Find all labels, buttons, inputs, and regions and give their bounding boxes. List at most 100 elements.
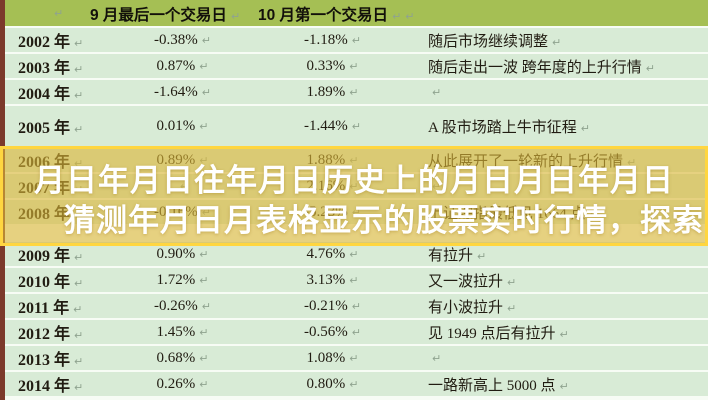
return-mark: ↵: [74, 355, 84, 368]
return-mark: ↵: [74, 37, 84, 50]
year-cell: 2009 年 ↵: [0, 242, 120, 266]
table-row: 2010 年 ↵ 1.72% ↵ 3.13% ↵ 又一波拉升 ↵: [0, 268, 708, 292]
year-label: 2012 年: [18, 326, 71, 343]
oct-value: 1.08%: [306, 349, 346, 366]
return-mark: ↵: [645, 61, 655, 75]
return-mark: ↵: [201, 85, 211, 99]
return-mark: ↵: [199, 325, 209, 339]
sep-value-cell: 1.45% ↵: [120, 324, 245, 341]
return-mark: ↵: [559, 379, 569, 393]
header-sep-column: 9 月最后一个交易日 ↵: [90, 3, 240, 25]
comment-cell: 又一波拉升 ↵: [420, 270, 708, 291]
year-label: 2010 年: [18, 274, 71, 291]
sep-value-cell: -0.38% ↵: [120, 32, 245, 49]
return-mark: ↵: [74, 63, 84, 76]
table-row: 2002 年 ↵ -0.38% ↵ -1.18% ↵ 随后市场继续调整 ↵: [0, 28, 708, 52]
comment-cell: 随后走出一波 跨年度的上升行情 ↵: [420, 56, 708, 77]
return-mark: ↵: [199, 247, 209, 261]
return-mark: ↵: [392, 10, 402, 23]
return-mark: ↵: [74, 277, 84, 290]
return-mark: ↵: [349, 351, 359, 365]
oct-value-cell: 1.08% ↵: [245, 350, 420, 367]
return-mark: ↵: [349, 377, 359, 391]
comment-cell: 有小波拉升 ↵: [420, 296, 708, 317]
return-mark: ↵: [552, 35, 562, 49]
oct-value: -1.44%: [304, 117, 348, 134]
year-label: 2002 年: [18, 34, 71, 51]
table-row: 2005 年 ↵ 0.01% ↵ -1.44% ↵ A 股市场踏上牛市征程 ↵: [0, 106, 708, 146]
sep-value-cell: 0.01% ↵: [120, 118, 245, 135]
return-mark: ↵: [74, 381, 84, 394]
sep-value: 0.90%: [156, 245, 196, 262]
comment-text: 随后走出一波 跨年度的上升行情: [428, 59, 642, 76]
table-row: 2004 年 ↵ -1.64% ↵ 1.89% ↵ ↵: [0, 80, 708, 104]
oct-value: 4.76%: [306, 245, 346, 262]
return-mark: ↵: [351, 119, 361, 133]
oct-value-cell: 4.76% ↵: [245, 246, 420, 263]
oct-value-cell: 3.13% ↵: [245, 272, 420, 289]
comment-text: 有拉升: [428, 247, 474, 264]
return-mark: ↵: [74, 123, 84, 136]
header-sep-label: 9 月最后一个交易日: [90, 7, 227, 24]
oct-value: -0.21%: [304, 297, 348, 314]
return-mark: ↵: [477, 249, 487, 263]
sep-value-cell: -1.64% ↵: [120, 84, 245, 101]
return-mark: ↵: [580, 121, 590, 135]
comment-cell: ↵: [420, 350, 708, 367]
comment-cell: 一路新高上 5000 点 ↵: [420, 374, 708, 395]
table-body: 2002 年 ↵ -0.38% ↵ -1.18% ↵ 随后市场继续调整 ↵ 2003 年 ↵ 0.8…: [0, 28, 708, 398]
return-mark: ↵: [559, 327, 569, 341]
year-label: 2004 年: [18, 86, 71, 103]
oct-value: -0.56%: [304, 323, 348, 340]
year-label: 2014 年: [18, 378, 71, 395]
sep-value: 1.72%: [156, 271, 196, 288]
return-mark: ↵: [201, 33, 211, 47]
comment-cell: 见 1949 点后有拉升 ↵: [420, 322, 708, 343]
year-label: 2003 年: [18, 60, 71, 77]
header-oct-label: 10 月第一个交易日: [258, 7, 389, 24]
return-mark: ↵: [349, 59, 359, 73]
sep-value: 0.87%: [156, 57, 196, 74]
oct-value-cell: 0.33% ↵: [245, 58, 420, 75]
return-mark: ↵: [507, 275, 517, 289]
comment-cell: A 股市场踏上牛市征程 ↵: [420, 116, 708, 137]
return-mark: ↵: [199, 377, 209, 391]
return-mark: ↵: [74, 89, 84, 102]
table-row: 2012 年 ↵ 1.45% ↵ -0.56% ↵ 见 1949 点后有拉升 ↵: [0, 320, 708, 344]
year-cell: 2002 年 ↵: [0, 28, 120, 52]
return-mark: ↵: [54, 7, 64, 20]
sep-value: 0.26%: [156, 375, 196, 392]
comment-cell: 随后市场继续调整 ↵: [420, 30, 708, 51]
return-mark: ↵: [351, 299, 361, 313]
return-mark: ↵: [201, 299, 211, 313]
comment-text: 见 1949 点后有拉升: [428, 325, 556, 342]
return-mark: ↵: [432, 85, 442, 99]
overlay-text-line1: 月日年月日往年月日历史上的月日月日年月日: [34, 163, 674, 198]
table-header-row: ↵ 9 月最后一个交易日 ↵ 10 月第一个交易日 ↵ ↵: [0, 0, 708, 26]
year-cell: 2014 年 ↵: [0, 372, 120, 396]
comment-text: A 股市场踏上牛市征程: [428, 119, 577, 136]
year-cell: 2010 年 ↵: [0, 268, 120, 292]
return-mark: ↵: [199, 119, 209, 133]
oct-value-cell: -1.44% ↵: [245, 118, 420, 135]
table-row: 2011 年 ↵ -0.26% ↵ -0.21% ↵ 有小波拉升 ↵: [0, 294, 708, 318]
table-row: 2014 年 ↵ 0.26% ↵ 0.80% ↵ 一路新高上 5000 点 ↵: [0, 372, 708, 396]
table-row: 2009 年 ↵ 0.90% ↵ 4.76% ↵ 有拉升 ↵: [0, 242, 708, 266]
year-label: 2009 年: [18, 248, 71, 265]
caption-overlay: 月日年月日往年月日历史上的月日月日年月日 猜测年月日月表格显示的股票实时行情，探…: [0, 146, 708, 246]
oct-value: 1.89%: [306, 83, 346, 100]
oct-value-cell: -0.56% ↵: [245, 324, 420, 341]
comment-text: 一路新高上 5000 点: [428, 377, 556, 394]
return-mark: ↵: [73, 303, 83, 316]
sep-value: 1.45%: [156, 323, 196, 340]
year-cell: 2012 年 ↵: [0, 320, 120, 344]
return-mark: ↵: [74, 251, 84, 264]
sep-value-cell: 0.90% ↵: [120, 246, 245, 263]
sep-value: -0.38%: [154, 31, 198, 48]
overlay-text-line2: 猜测年月日月表格显示的股票实时行情，探索: [64, 203, 704, 238]
oct-value: 0.80%: [306, 375, 346, 392]
return-mark: ↵: [349, 273, 359, 287]
return-mark: ↵: [199, 59, 209, 73]
return-mark: ↵: [74, 329, 84, 342]
sep-value-cell: 0.87% ↵: [120, 58, 245, 75]
